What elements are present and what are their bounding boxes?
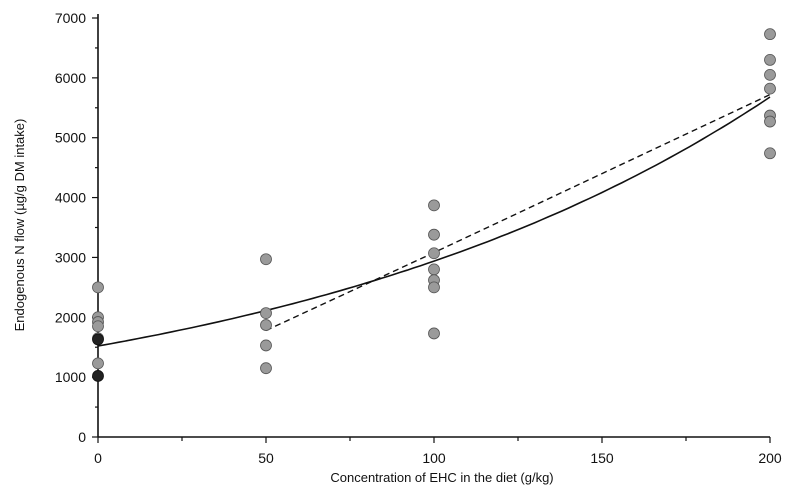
data-point bbox=[428, 247, 440, 260]
x-tick-label: 150 bbox=[590, 450, 614, 466]
data-point bbox=[764, 82, 776, 95]
x-tick-label: 0 bbox=[94, 450, 102, 466]
data-point bbox=[764, 28, 776, 41]
y-tick-label: 6000 bbox=[55, 70, 86, 86]
y-tick-label: 5000 bbox=[55, 130, 86, 146]
y-tick-label: 4000 bbox=[55, 190, 86, 206]
data-point bbox=[260, 339, 272, 352]
y-axis-title: Endogenous N flow (µg/g DM intake) bbox=[12, 119, 27, 332]
data-point bbox=[428, 327, 440, 340]
data-point bbox=[764, 115, 776, 128]
data-point bbox=[764, 54, 776, 66]
y-tick-label: 3000 bbox=[55, 249, 86, 265]
data-points bbox=[92, 28, 776, 382]
data-point bbox=[260, 362, 272, 375]
data-point bbox=[428, 199, 440, 212]
data-point bbox=[428, 281, 440, 294]
fit-lines bbox=[97, 93, 771, 347]
x-tick-label: 50 bbox=[258, 450, 274, 466]
data-point bbox=[764, 68, 776, 81]
axes bbox=[97, 14, 770, 438]
data-point bbox=[92, 281, 104, 294]
data-point bbox=[260, 319, 272, 331]
data-point bbox=[260, 307, 272, 319]
y-tick-label: 7000 bbox=[55, 10, 86, 26]
data-point bbox=[92, 357, 104, 370]
data-point bbox=[260, 253, 272, 266]
x-axis-title: Concentration of EHC in the diet (g/kg) bbox=[330, 470, 553, 485]
data-point bbox=[428, 263, 440, 276]
x-tick-label: 100 bbox=[422, 450, 446, 466]
dashed-fit-line bbox=[265, 93, 771, 332]
data-point bbox=[764, 147, 776, 160]
solid-fit-curve bbox=[97, 96, 771, 347]
y-tick-label: 0 bbox=[78, 429, 86, 445]
data-point bbox=[92, 370, 104, 382]
data-point bbox=[92, 333, 104, 346]
data-point bbox=[92, 320, 104, 333]
y-tick-label: 1000 bbox=[55, 369, 86, 385]
data-point bbox=[428, 228, 440, 241]
x-tick-label: 200 bbox=[758, 450, 782, 466]
y-tick-label: 2000 bbox=[55, 309, 86, 325]
ticks: 0 1000 2000 3000 4000 5000 6000 7000 0 50 100 150 20… bbox=[55, 10, 782, 466]
